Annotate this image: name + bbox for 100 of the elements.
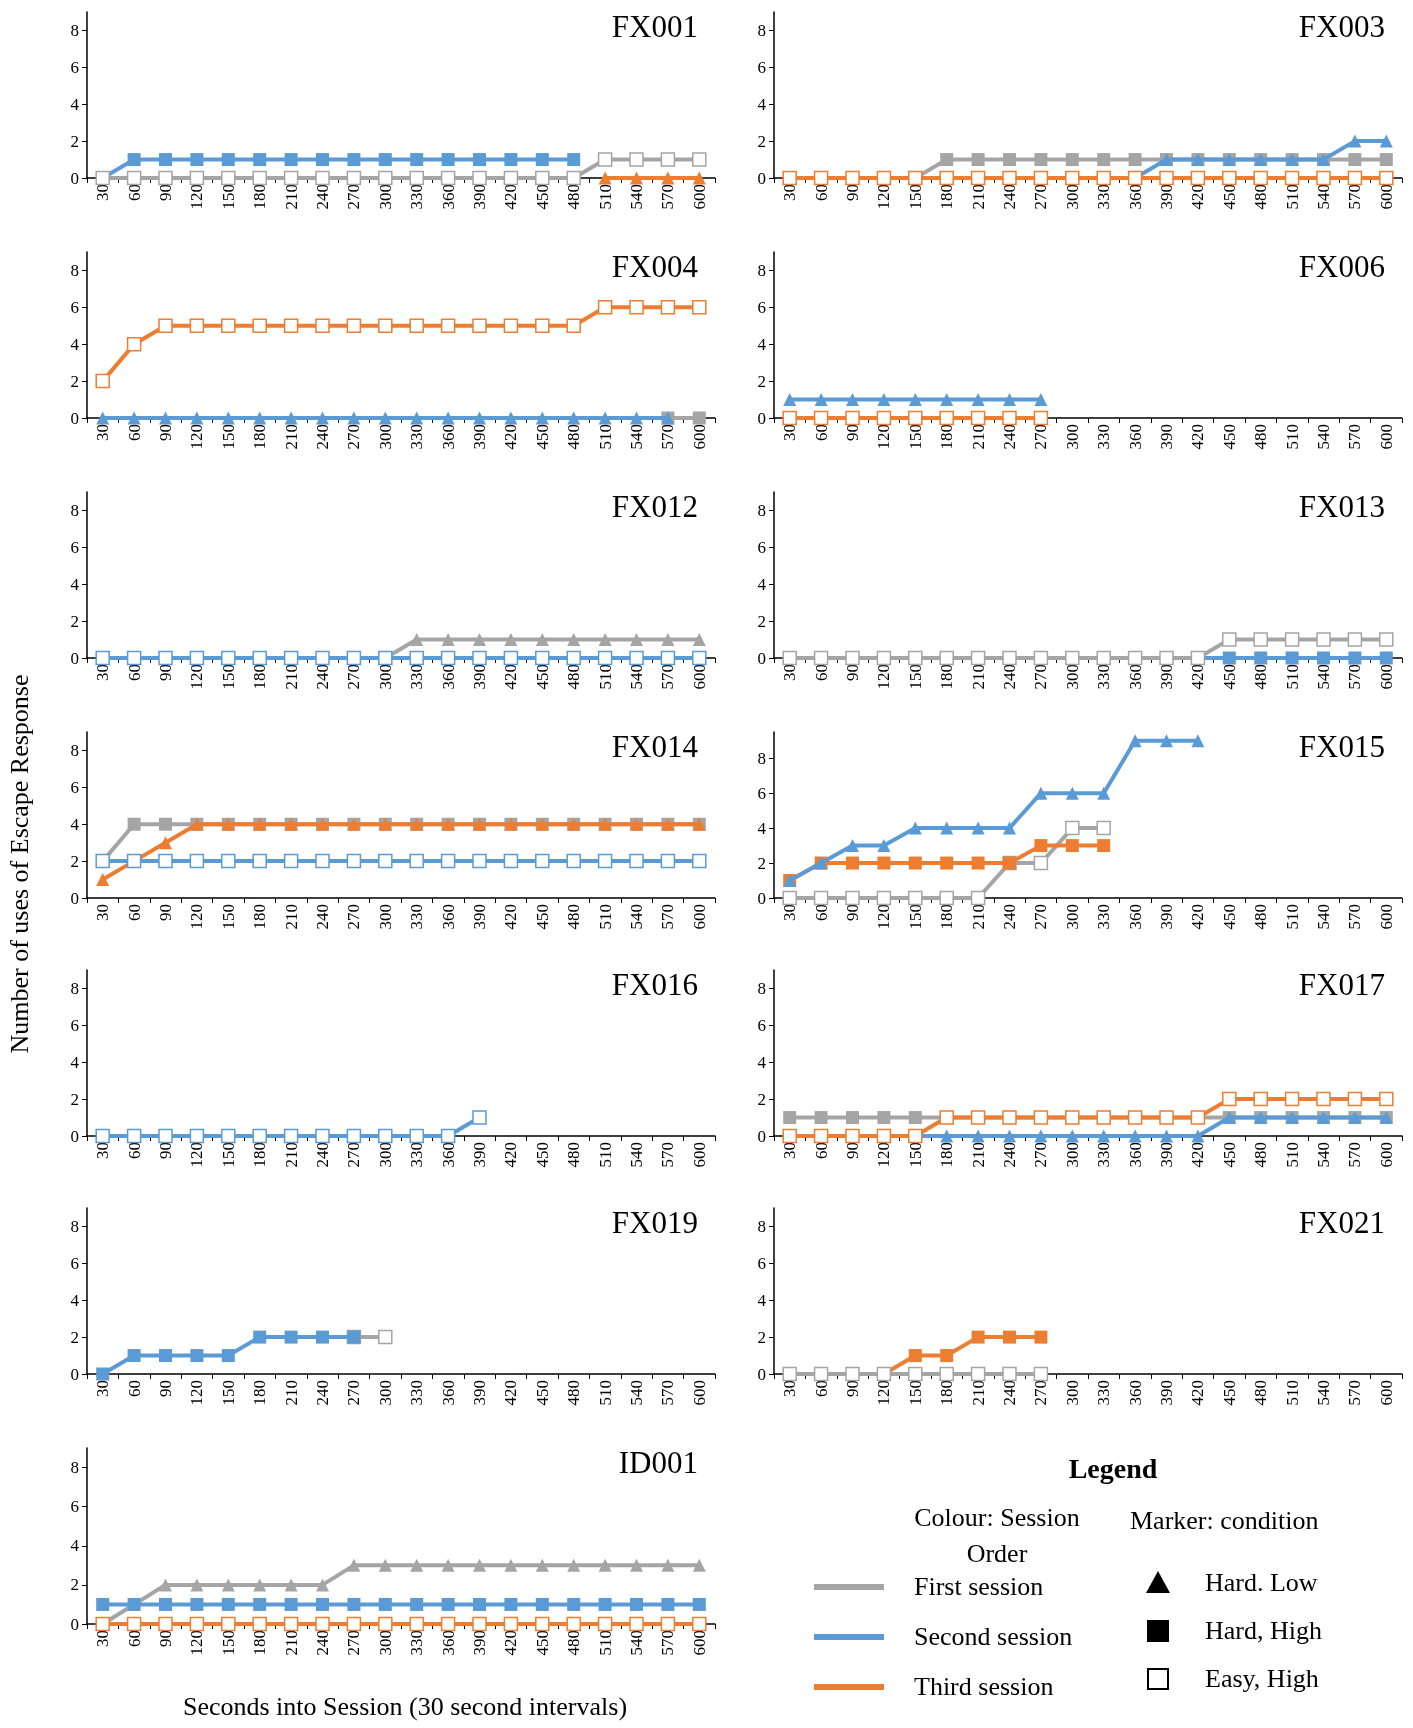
x-tick-label: 570 [1345,904,1365,930]
text: Second session [914,1622,1073,1652]
x-tick-label: 240 [313,1380,332,1406]
x-tick-label: 60 [124,1142,144,1159]
text: Colour: Session Order [913,1502,1081,1570]
y-tick-label: 8 [757,260,766,280]
x-tick-label: 30 [93,1630,113,1647]
x-tick-label: 180 [250,1142,270,1168]
x-tick-label: 480 [1251,424,1271,450]
x-tick-label: 510 [1282,1380,1302,1406]
chart-title: FX012 [611,489,699,524]
x-tick-label: 480 [1251,904,1271,930]
x-tick-label: 600 [1376,904,1396,930]
x-tick-label: 360 [438,1630,458,1656]
x-tick-label: 330 [1094,904,1114,930]
x-tick-label: 540 [627,664,646,690]
x-tick-label: 150 [218,664,238,690]
x-tick-label: 30 [93,904,113,921]
y-tick-label: 8 [70,260,79,280]
y-tick-label: 0 [757,168,766,188]
x-tick-label: 330 [407,664,427,690]
x-tick-label: 90 [843,424,862,441]
x-tick-label: 210 [281,424,301,450]
y-tick-label: 8 [757,20,766,40]
y-tick-label: 2 [757,853,766,873]
x-tick-label: 510 [595,1630,615,1656]
x-tick-label: 570 [1345,664,1365,690]
x-tick-label: 360 [438,184,458,210]
y-tick-label: 8 [70,740,79,760]
x-tick-label: 30 [93,424,113,441]
x-tick-label: 240 [313,1142,332,1168]
x-tick-label: 480 [564,1380,584,1406]
x-tick-label: 300 [375,664,395,690]
x-tick-label: 180 [937,664,957,690]
x-tick-label: 180 [937,424,957,450]
x-tick-label: 270 [1031,1380,1051,1406]
x-tick-label: 480 [1251,664,1271,690]
x-tick-label: 180 [250,184,270,210]
y-tick-label: 0 [70,168,79,188]
y-tick-label: 4 [757,1052,767,1072]
x-tick-label: 330 [407,1380,427,1406]
x-tick-label: 360 [1125,424,1145,450]
x-tick-label: 450 [1219,664,1239,690]
x-tick-label: 600 [1376,664,1396,690]
x-tick-label: 450 [532,184,552,210]
x-tick-label: 600 [689,1380,709,1406]
y-tick-label: 2 [70,851,79,871]
x-tick-label: 30 [780,904,800,921]
x-tick-label: 480 [564,184,584,210]
x-tick-label: 300 [1062,424,1082,450]
chart-title: FX021 [1298,1205,1386,1240]
x-tick-label: 270 [344,904,364,930]
y-tick-label: 2 [757,611,766,631]
x-tick-label: 420 [1188,424,1208,450]
chart-title: FX006 [1298,249,1386,284]
x-tick-label: 420 [501,1142,521,1168]
x-tick-label: 270 [1031,184,1051,210]
text: Legend [1068,1453,1158,1485]
y-tick-label: 4 [70,1536,80,1556]
x-tick-label: 120 [187,1630,207,1656]
chart-title: FX003 [1298,9,1386,44]
x-tick-label: 60 [124,664,144,681]
text: Third session [914,1672,1054,1702]
x-tick-label: 390 [1157,664,1176,690]
x-tick-label: 60 [811,664,831,681]
x-tick-label: 390 [1157,904,1176,930]
x-tick-label: 600 [1376,1142,1396,1168]
x-tick-label: 240 [1000,904,1019,930]
y-tick-label: 8 [70,1216,79,1236]
x-tick-label: 390 [470,184,489,210]
y-tick-label: 8 [757,1216,766,1236]
y-tick-label: 2 [70,1089,79,1109]
x-tick-label: 510 [1282,424,1302,450]
x-tick-label: 240 [1000,184,1019,210]
x-tick-label: 330 [1094,184,1114,210]
x-tick-label: 150 [218,1142,238,1168]
x-tick-label: 600 [689,904,709,930]
x-tick-label: 420 [501,904,521,930]
x-tick-label: 330 [407,424,427,450]
x-tick-label: 90 [156,424,175,441]
x-tick-label: 150 [905,664,925,690]
x-tick-label: 600 [689,664,709,690]
x-tick-label: 90 [843,664,862,681]
x-tick-label: 600 [1376,184,1396,210]
x-tick-label: 540 [627,1380,646,1406]
text: Hard, High [1205,1616,1322,1646]
x-tick-label: 270 [344,664,364,690]
y-tick-label: 2 [757,1327,766,1347]
x-tick-label: 120 [187,424,207,450]
x-tick-label: 330 [407,904,427,930]
x-tick-label: 150 [218,424,238,450]
x-tick-label: 240 [313,1630,332,1656]
x-tick-label: 360 [438,424,458,450]
x-tick-label: 240 [313,424,332,450]
x-tick-label: 510 [595,184,615,210]
x-tick-label: 360 [1125,904,1145,930]
x-tick-label: 510 [595,424,615,450]
x-tick-label: 60 [124,424,144,441]
x-tick-label: 450 [1219,904,1239,930]
x-tick-label: 420 [1188,1380,1208,1406]
